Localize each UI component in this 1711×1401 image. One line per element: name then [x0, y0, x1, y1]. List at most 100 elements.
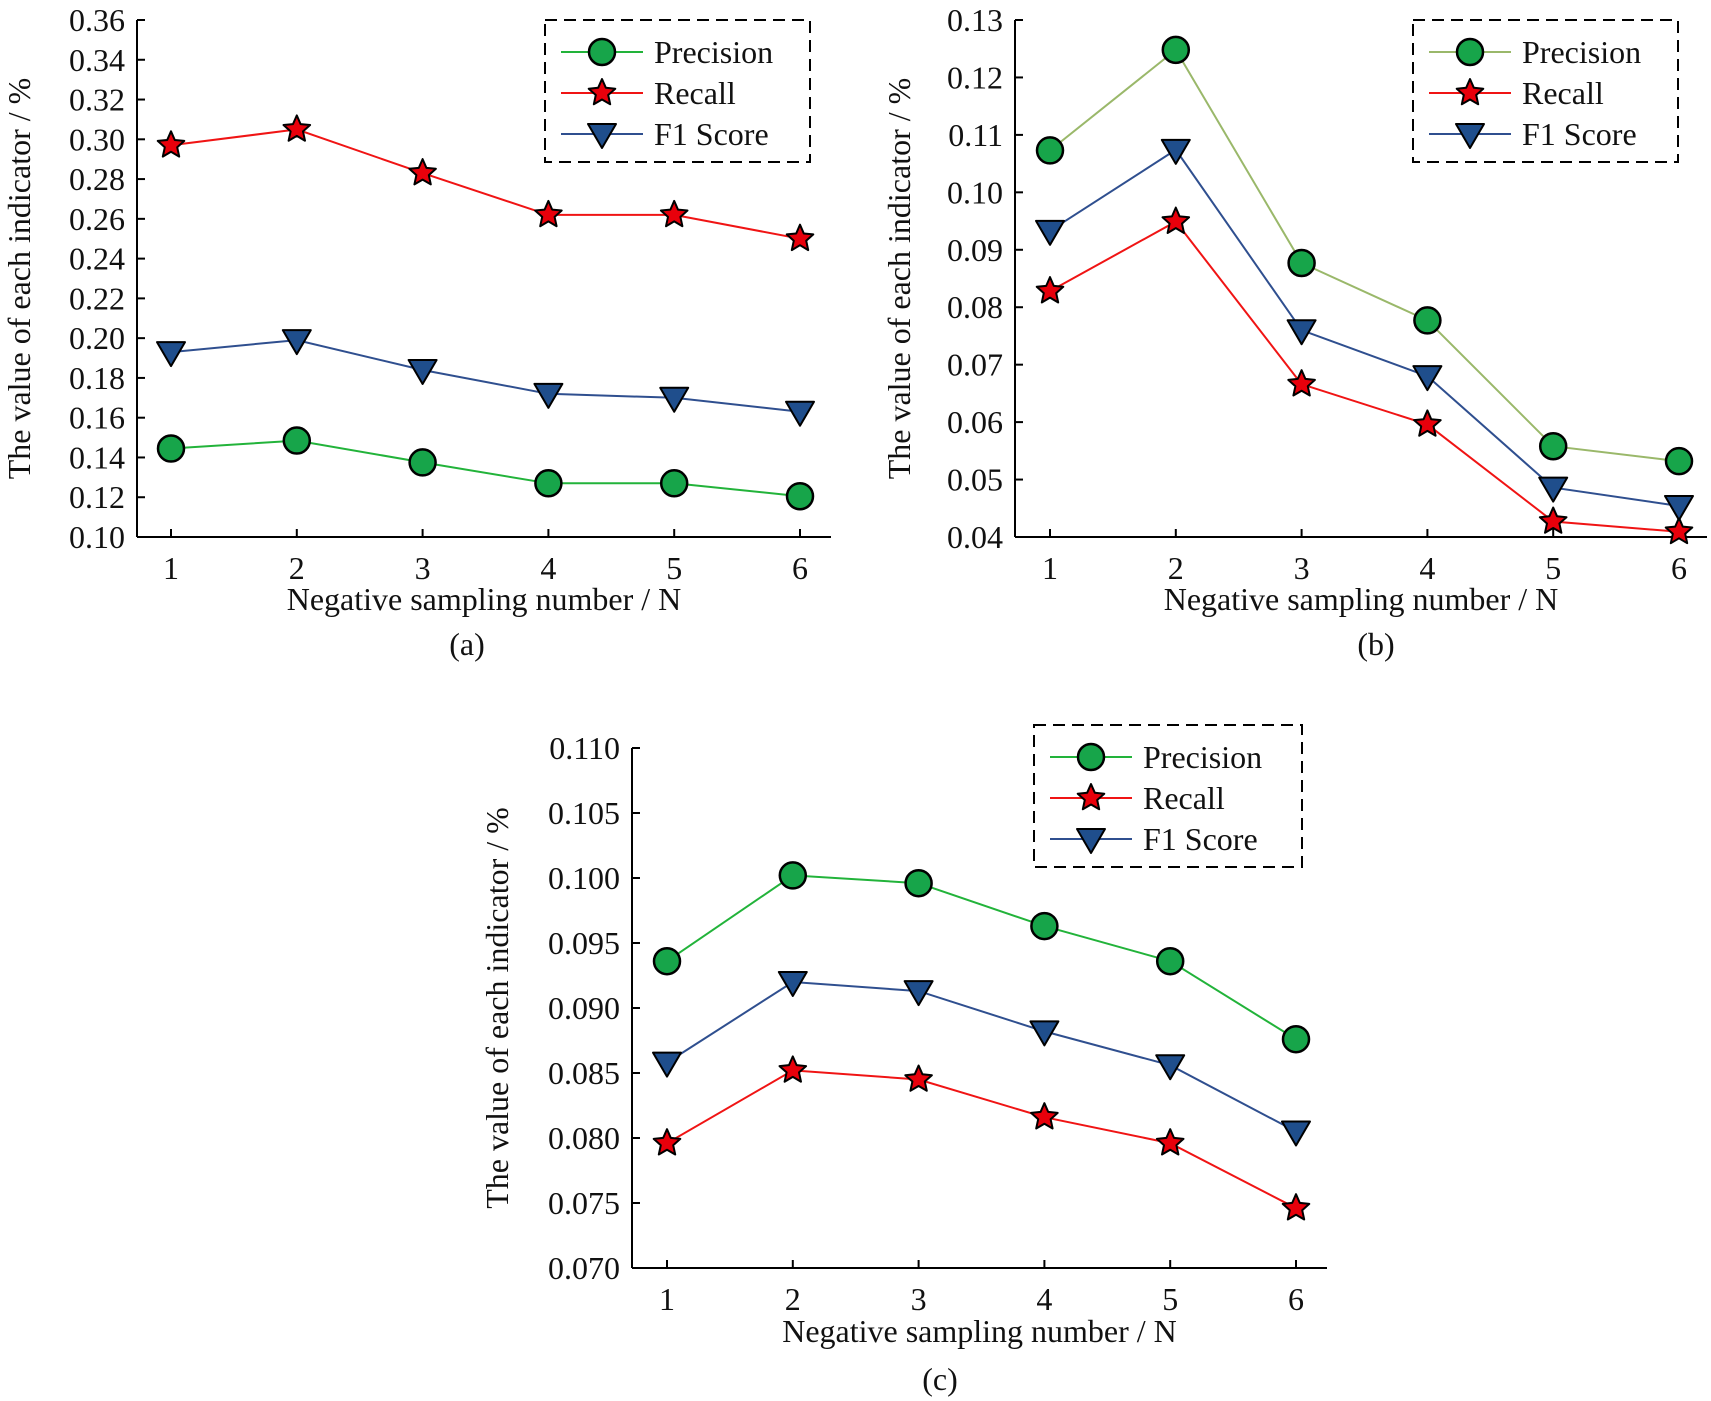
precision-point: [1030, 911, 1059, 941]
precision-point: [1413, 306, 1442, 335]
x-tick-label: 2: [289, 550, 305, 586]
precision-point: [785, 481, 815, 511]
y-tick-label: 0.06: [947, 404, 1003, 440]
y-tick-label: 0.22: [69, 280, 125, 316]
x-tick-label: 1: [163, 550, 179, 586]
f1-line: [170, 339, 801, 413]
legend-label-precision: Precision: [1522, 34, 1641, 70]
legend-label-f1: F1 Score: [654, 116, 769, 152]
y-tick-label: 0.110: [549, 730, 620, 766]
x-tick-label: 6: [1288, 1281, 1304, 1317]
legend-label-recall: Recall: [1522, 75, 1604, 111]
precision-point: [652, 946, 682, 976]
f1-point: [903, 980, 934, 1007]
recall-point: [408, 158, 437, 186]
y-tick-label: 0.105: [548, 795, 620, 831]
y-tick-label: 0.07: [947, 347, 1003, 383]
series-recall: [156, 114, 815, 252]
y-axis-title: The value of each indicator / %: [1, 78, 37, 480]
legend-f1-marker: [1455, 123, 1485, 149]
y-axis-title: The value of each indicator / %: [881, 78, 917, 480]
x-tick-label: 1: [659, 1281, 675, 1317]
y-tick-label: 0.11: [948, 117, 1003, 153]
series-precision: [1035, 35, 1694, 476]
panel-caption: (b): [1357, 626, 1394, 662]
f1-point: [1160, 138, 1191, 165]
recall-point: [778, 1055, 808, 1083]
recall-point: [1155, 1128, 1185, 1156]
x-tick-label: 3: [415, 550, 431, 586]
f1-point: [659, 386, 690, 413]
y-tick-label: 0.12: [947, 59, 1003, 95]
series-recall: [652, 1055, 1311, 1221]
f1-point: [281, 329, 312, 356]
legend-label-recall: Recall: [1143, 780, 1225, 816]
legend-f1-marker: [1076, 828, 1106, 854]
f1-point: [1286, 319, 1317, 346]
x-axis-title: Negative sampling number / N: [782, 1313, 1177, 1349]
recall-point: [156, 130, 186, 158]
x-axis-title: Negative sampling number / N: [1164, 581, 1559, 617]
precision-point: [282, 426, 312, 455]
precision-line: [1049, 48, 1680, 463]
x-axis-title: Negative sampling number / N: [287, 581, 682, 617]
f1-point: [785, 400, 815, 427]
x-tick-label: 2: [785, 1281, 801, 1317]
y-tick-label: 0.10: [947, 174, 1003, 210]
recall-point: [652, 1128, 682, 1156]
y-tick-label: 0.24: [69, 241, 125, 277]
y-tick-label: 0.100: [548, 860, 620, 896]
x-tick-label: 3: [1294, 550, 1310, 586]
series-recall: [1035, 206, 1694, 545]
x-tick-label: 6: [792, 550, 808, 586]
f1-point: [1029, 1020, 1060, 1047]
precision-line: [666, 874, 1297, 1041]
x-tick-label: 1: [1042, 550, 1058, 586]
legend-box: [544, 19, 811, 163]
precision-line: [170, 439, 801, 498]
series-precision: [652, 861, 1311, 1054]
y-axis-title: The value of each indicator / %: [479, 807, 515, 1209]
x-tick-label: 5: [1162, 1281, 1178, 1317]
x-tick-label: 4: [540, 550, 556, 586]
precision-point: [1664, 446, 1694, 476]
legend-f1-marker: [587, 123, 617, 149]
recall-line: [666, 1069, 1297, 1210]
legend-label-f1: F1 Score: [1522, 116, 1637, 152]
recall-point: [1030, 1102, 1059, 1130]
recall-point: [1287, 369, 1316, 397]
chart-panel-3: 0.070 0.075 0.080 0.085 0.090 0.095 0.100 0.105…: [479, 724, 1327, 1397]
recall-point: [1538, 506, 1568, 534]
y-tick-label: 0.16: [69, 400, 125, 436]
recall-point: [1413, 409, 1442, 437]
series-f1: [156, 329, 815, 427]
y-tick-label: 0.36: [69, 2, 125, 38]
y-tick-label: 0.080: [548, 1120, 620, 1156]
precision-point: [1161, 35, 1191, 65]
y-tick-label: 0.09: [947, 232, 1003, 268]
f1-point: [1538, 476, 1569, 503]
legend-label-precision: Precision: [1143, 739, 1262, 775]
y-tick-label: 0.20: [69, 320, 125, 356]
recall-point: [1035, 276, 1065, 304]
recall-line: [1049, 220, 1680, 533]
legend-precision-marker: [1076, 742, 1106, 772]
precision-point: [1287, 248, 1316, 278]
legend: Precision Recall F1 Score: [544, 19, 811, 163]
chart-panel-2: 0.04 0.05 0.06 0.07 0.08 0.09 0.10 0.11 0.12 0.13…: [881, 2, 1707, 662]
series-f1: [1035, 138, 1694, 521]
recall-point: [1161, 206, 1191, 234]
f1-line: [1049, 148, 1680, 507]
f1-point: [407, 358, 438, 385]
recall-point: [282, 114, 312, 142]
y-tick-label: 0.18: [69, 360, 125, 396]
precision-point: [1538, 431, 1568, 461]
y-tick-label: 0.08: [947, 289, 1003, 325]
y-tick-label: 0.070: [548, 1250, 620, 1286]
panel-caption: (c): [922, 1361, 958, 1397]
recall-point: [1281, 1193, 1311, 1221]
x-tick-label: 4: [1036, 1281, 1052, 1317]
y-tick-label: 0.13: [947, 2, 1003, 38]
x-tick-label: 5: [1545, 550, 1561, 586]
